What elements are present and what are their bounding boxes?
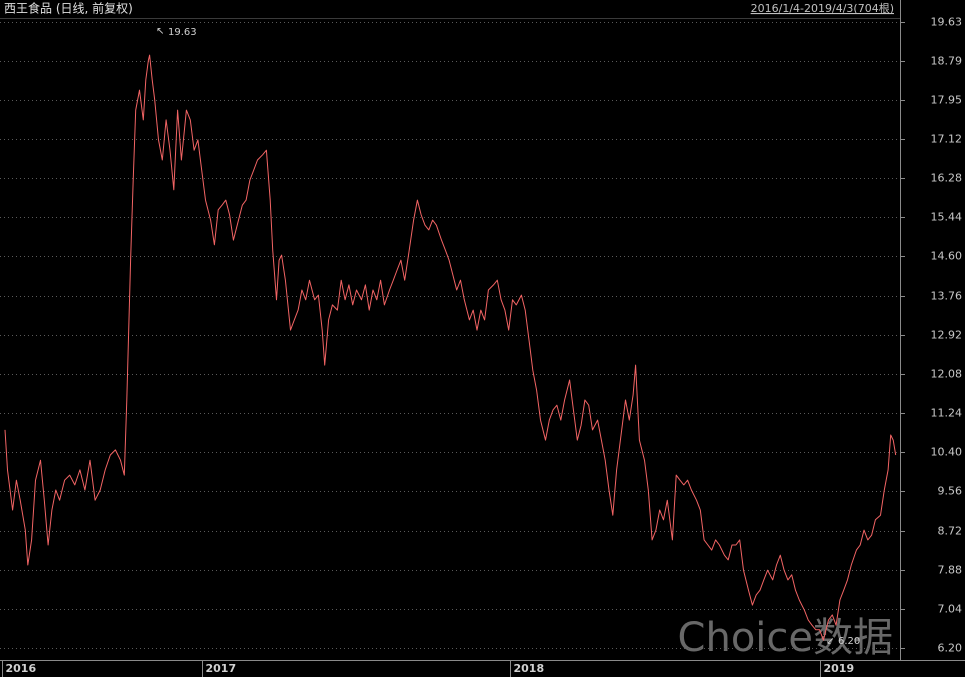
price-line: [4, 54, 897, 641]
y-tick-label: 10.40: [931, 446, 963, 459]
date-range: 2016/1/4-2019/4/3(704根): [751, 1, 894, 15]
x-tick-label: 2017: [206, 662, 237, 675]
y-tick-label: 7.04: [938, 603, 963, 616]
min-label: 6.20: [838, 636, 860, 647]
chart-title: 西王食品 (日线, 前复权): [4, 1, 133, 16]
x-tick-label: 2019: [824, 662, 855, 675]
y-tick-label: 8.72: [938, 525, 963, 538]
y-tick-label: 13.76: [931, 290, 963, 303]
y-tick-label: 16.28: [931, 172, 963, 185]
y-tick-label: 12.08: [931, 368, 963, 381]
y-tick-label: 11.24: [931, 407, 963, 420]
y-tick-label: 9.56: [938, 485, 963, 498]
y-tick-label: 6.20: [938, 642, 963, 655]
y-tick-label: 7.88: [938, 564, 963, 577]
plot: [4, 54, 897, 641]
y-tick-label: 17.95: [931, 94, 963, 107]
max-arrow: ↖: [156, 26, 164, 37]
y-tick-label: 18.79: [931, 55, 963, 68]
y-tick-label: 12.92: [931, 329, 963, 342]
max-label: 19.63: [168, 27, 197, 38]
min-arrow: ↙: [826, 636, 834, 647]
y-tick-label: 15.44: [931, 211, 963, 224]
watermark: Choice数据: [678, 615, 893, 661]
y-tick-label: 14.60: [931, 250, 963, 263]
x-tick-label: 2018: [514, 662, 545, 675]
y-tick-label: 17.12: [931, 133, 963, 146]
y-tick-label: 19.63: [931, 16, 963, 29]
grid: [0, 22, 905, 677]
x-tick-label: 2016: [6, 662, 37, 675]
